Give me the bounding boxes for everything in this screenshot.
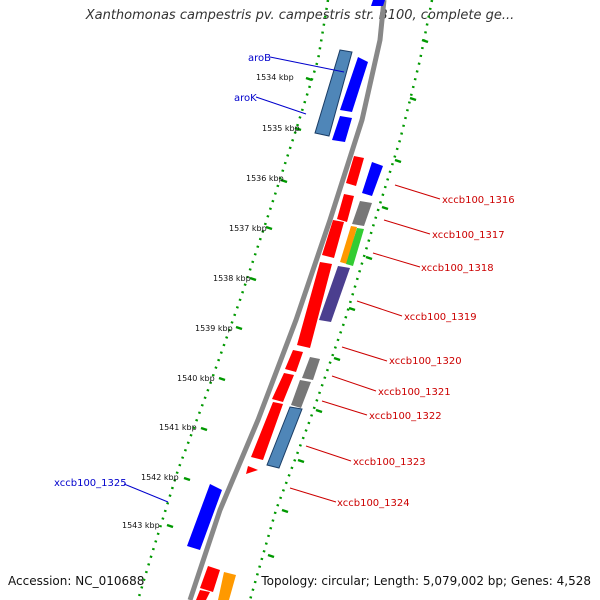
gene-label-1322[interactable]: xccb100_1322: [369, 411, 442, 422]
gene-1323-steelblue[interactable]: [266, 406, 303, 469]
gene-1321-gray[interactable]: [291, 380, 311, 408]
tick-label-1539: 1539 kbp: [195, 324, 233, 333]
gene-1320-red[interactable]: [285, 350, 303, 372]
tick-label-1543: 1543 kbp: [122, 521, 160, 530]
gene-1319-red[interactable]: [297, 262, 332, 348]
tick-label-1542: 1542 kbp: [141, 473, 179, 482]
tick-label-1535: 1535 kbp: [262, 124, 300, 133]
outer-track-ticks: [166, 76, 313, 529]
gene-bottom-red-2[interactable]: [196, 590, 210, 600]
tick-label-1536: 1536 kbp: [246, 174, 284, 183]
gene-1319-purple[interactable]: [319, 266, 350, 322]
gene-label-1318[interactable]: xccb100_1318: [421, 263, 494, 274]
gene-1318-green[interactable]: [346, 228, 364, 266]
inner-track-ticks: [267, 38, 429, 559]
gene-label-1321[interactable]: xccb100_1321: [378, 387, 451, 398]
gene-1316-red[interactable]: [346, 156, 364, 186]
gene-features[interactable]: [187, 0, 385, 600]
gene-1317-gray[interactable]: [352, 201, 372, 226]
gene-arob-blue[interactable]: [340, 57, 368, 112]
gene-1318-red[interactable]: [322, 220, 344, 258]
leader-lines: [123, 56, 441, 503]
gene-1318-orange[interactable]: [340, 226, 357, 264]
tick-label-1537: 1537 kbp: [229, 224, 267, 233]
gene-1325-blue[interactable]: [187, 484, 222, 550]
gene-label-1316[interactable]: xccb100_1316: [442, 195, 515, 206]
gene-1320-gray[interactable]: [302, 357, 320, 380]
tick-label-1534: 1534 kbp: [256, 73, 294, 82]
gene-label-1324[interactable]: xccb100_1324: [337, 498, 410, 509]
outer-dotted-track: [136, 0, 330, 600]
tick-label-1541: 1541 kbp: [159, 423, 197, 432]
gene-label-arok[interactable]: aroK: [234, 93, 257, 104]
gene-top-blue[interactable]: [371, 0, 385, 6]
backbone-line: [187, 0, 387, 600]
gene-1317-red[interactable]: [337, 194, 354, 222]
accession-text: Accession: NC_010688: [8, 574, 145, 588]
gene-1316-blue[interactable]: [362, 162, 383, 196]
gene-label-arob[interactable]: aroB: [248, 53, 271, 64]
gene-label-1317[interactable]: xccb100_1317: [432, 230, 505, 241]
map-title: Xanthomonas campestris pv. campestris st…: [85, 8, 515, 23]
gene-label-1325[interactable]: xccb100_1325: [54, 478, 127, 489]
gene-1321-red[interactable]: [272, 373, 294, 402]
gene-arok-blue[interactable]: [332, 116, 352, 142]
tick-label-1538: 1538 kbp: [213, 274, 251, 283]
gene-bottom-red[interactable]: [200, 566, 220, 592]
gene-label-1320[interactable]: xccb100_1320: [389, 356, 462, 367]
gene-label-1319[interactable]: xccb100_1319: [404, 312, 477, 323]
genome-summary-text: Topology: circular; Length: 5,079,002 bp…: [261, 574, 591, 588]
gene-label-1323[interactable]: xccb100_1323: [353, 457, 426, 468]
gene-1324-red[interactable]: [246, 466, 258, 474]
gene-bottom-orange[interactable]: [218, 572, 236, 600]
gene-1322-red[interactable]: [251, 402, 283, 460]
tick-label-1540: 1540 kbp: [177, 374, 215, 383]
